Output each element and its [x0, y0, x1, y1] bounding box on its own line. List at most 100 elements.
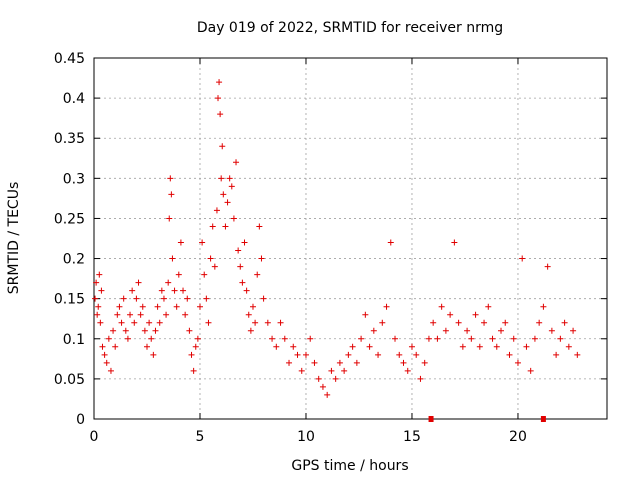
data-point — [237, 263, 244, 270]
data-point — [94, 311, 101, 318]
data-point — [258, 255, 265, 262]
data-point — [129, 287, 136, 294]
data-point — [311, 359, 318, 366]
data-point — [442, 327, 449, 334]
data-point — [186, 327, 193, 334]
data-point — [131, 319, 138, 326]
data-point — [383, 303, 390, 310]
data-point — [574, 351, 581, 358]
data-point — [366, 343, 373, 350]
data-point — [216, 79, 223, 86]
data-point — [341, 367, 348, 374]
data-point — [277, 319, 284, 326]
data-point — [124, 335, 131, 342]
x-axis-label: GPS time / hours — [291, 458, 408, 474]
data-point — [205, 319, 212, 326]
y-tick-label: 0.35 — [54, 131, 85, 147]
data-point — [273, 343, 280, 350]
data-point — [192, 343, 199, 350]
data-point — [139, 303, 146, 310]
data-point — [464, 327, 471, 334]
data-point — [510, 335, 517, 342]
data-point — [256, 223, 263, 230]
y-tick-label: 0.15 — [54, 292, 85, 308]
data-point — [218, 175, 225, 182]
data-point — [184, 295, 191, 302]
plot-frame — [93, 57, 608, 420]
data-point — [362, 311, 369, 318]
data-point — [127, 311, 134, 318]
x-tick-label: 15 — [403, 429, 421, 445]
data-point — [417, 375, 424, 382]
data-point — [349, 343, 356, 350]
data-point — [199, 239, 206, 246]
data-point — [146, 319, 153, 326]
data-point — [358, 335, 365, 342]
data-point — [166, 215, 173, 222]
data-point — [531, 335, 538, 342]
axis-marker — [428, 416, 434, 422]
data-point — [498, 327, 505, 334]
data-point — [523, 343, 530, 350]
x-tick-label: 10 — [297, 429, 315, 445]
data-point — [180, 287, 187, 294]
data-point — [400, 359, 407, 366]
data-point — [540, 303, 547, 310]
data-point — [408, 343, 415, 350]
data-point — [319, 383, 326, 390]
data-point — [201, 271, 208, 278]
data-point — [332, 375, 339, 382]
data-point — [171, 287, 178, 294]
data-point — [103, 359, 110, 366]
y-axis-label: SRMTID / TECUs — [6, 182, 22, 295]
x-tick-label: 20 — [509, 429, 527, 445]
data-point — [107, 367, 114, 374]
data-point — [158, 287, 165, 294]
data-point — [217, 111, 224, 118]
data-point — [438, 303, 445, 310]
data-point — [211, 263, 218, 270]
data-point — [561, 319, 568, 326]
data-point — [190, 367, 197, 374]
data-point — [175, 271, 182, 278]
data-point — [481, 319, 488, 326]
data-point — [527, 367, 534, 374]
data-point — [264, 319, 271, 326]
y-tick-label: 0.25 — [54, 211, 85, 227]
data-point — [209, 223, 216, 230]
data-point — [315, 375, 322, 382]
data-point — [167, 175, 174, 182]
data-point — [213, 207, 220, 214]
x-tick-label: 0 — [90, 429, 99, 445]
data-point — [336, 359, 343, 366]
data-point — [570, 327, 577, 334]
data-point — [116, 303, 123, 310]
data-point — [260, 295, 267, 302]
data-point — [168, 191, 175, 198]
data-point — [152, 327, 159, 334]
data-point — [252, 319, 259, 326]
data-point — [451, 239, 458, 246]
data-point — [165, 279, 172, 286]
data-point — [148, 335, 155, 342]
data-point — [514, 359, 521, 366]
data-point — [135, 279, 142, 286]
data-point — [468, 335, 475, 342]
data-point — [133, 295, 140, 302]
data-point — [141, 327, 148, 334]
data-point — [553, 351, 560, 358]
data-point — [224, 199, 231, 206]
data-point — [163, 311, 170, 318]
data-point — [557, 335, 564, 342]
data-point — [286, 359, 293, 366]
data-point — [353, 359, 360, 366]
data-point — [239, 279, 246, 286]
data-point — [425, 335, 432, 342]
data-point — [92, 295, 99, 302]
chart-title: Day 019 of 2022, SRMTID for receiver nrm… — [197, 20, 503, 36]
data-point — [233, 159, 240, 166]
data-point — [226, 175, 233, 182]
data-point — [489, 335, 496, 342]
data-point — [160, 295, 167, 302]
